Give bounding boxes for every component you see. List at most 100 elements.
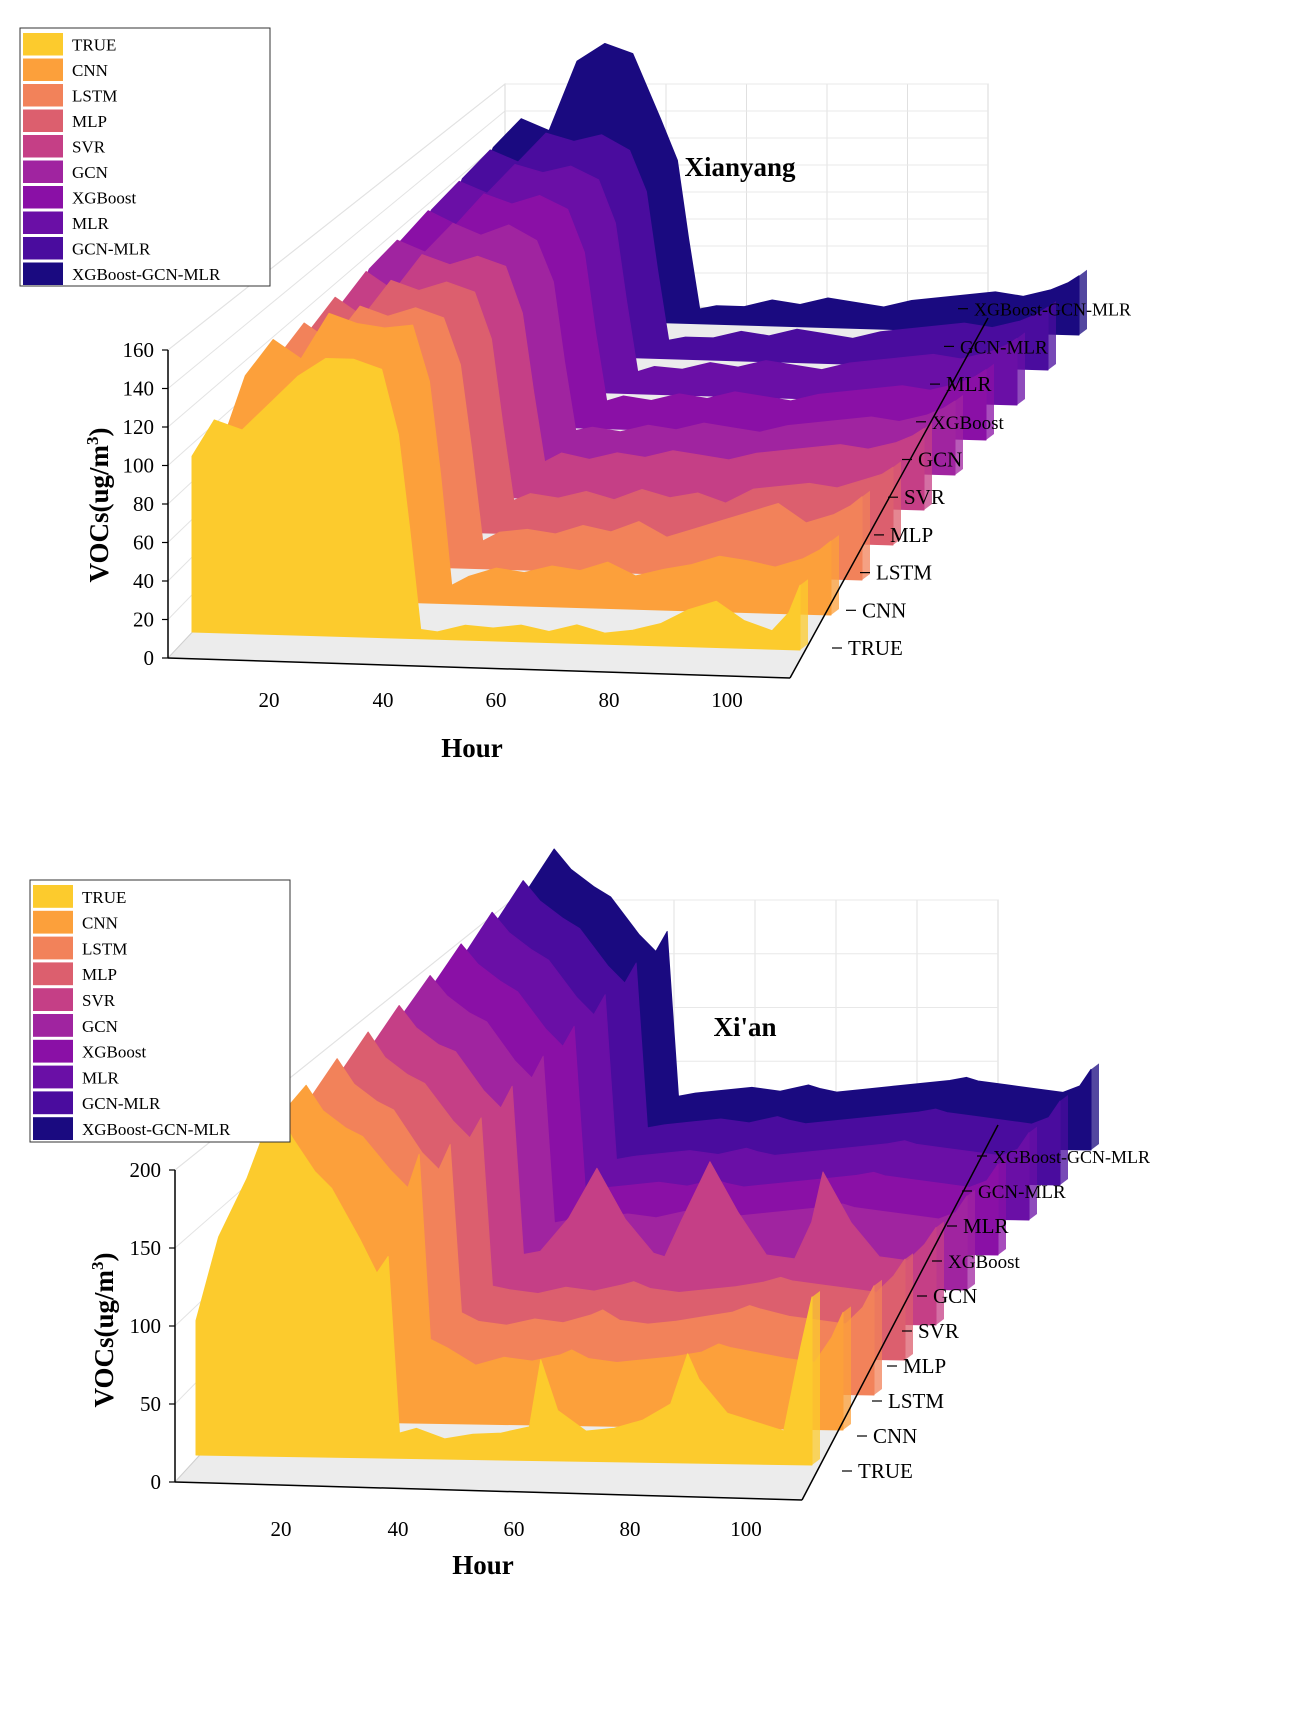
legend-swatch: [23, 262, 63, 285]
x-tick-label: 100: [730, 1517, 762, 1541]
x-tick-label: 80: [599, 688, 620, 712]
legend-swatch: [33, 1117, 73, 1140]
ribbon-side-svr: [936, 1221, 944, 1325]
y-tick-label: 60: [133, 531, 154, 555]
legend-label: LSTM: [82, 939, 127, 958]
legend-swatch: [33, 1091, 73, 1115]
legend-label: TRUE: [82, 888, 126, 907]
chart-xian: 0 50 100 150 200 20 40 60 80 100 TRUE CNN LSTM MLP SVR…: [29, 848, 1150, 1580]
y-tick-label: 0: [151, 1470, 162, 1494]
legend-swatch: [23, 186, 63, 209]
y-axis-label: VOCs(ug/m3): [88, 1253, 119, 1408]
ribbon-side-true: [812, 1291, 820, 1465]
y-axis-label: VOCs(ug/m3): [83, 428, 114, 583]
depth-tick-label: CNN: [862, 598, 906, 622]
depth-tick-label: MLR: [963, 1214, 1009, 1238]
legend-label: TRUE: [72, 36, 116, 55]
y-axis-label-close: ): [89, 1253, 119, 1262]
depth-tick-label: XGBoost-GCN-MLR: [993, 1147, 1150, 1167]
ribbon-side-mlp: [905, 1253, 913, 1360]
depth-axis-line: [801, 1124, 999, 1501]
depth-tick-label: XGBoost-GCN-MLR: [974, 300, 1131, 320]
x-tick-label: 100: [711, 688, 743, 712]
y-tick-label: 120: [123, 415, 155, 439]
legend-label: SVR: [82, 991, 116, 1010]
y-tick-label: 140: [123, 377, 155, 401]
y-tick-label: 100: [123, 454, 155, 478]
legend-label: CNN: [72, 61, 108, 80]
x-axis-line: [174, 1481, 803, 1501]
y-tick-label: 80: [133, 492, 154, 516]
depth-tick-label: GCN-MLR: [978, 1182, 1066, 1203]
depth-tick-label: XGBoost: [932, 413, 1005, 434]
gridline: [167, 110, 506, 389]
legend-label: GCN-MLR: [72, 240, 151, 259]
chart-title: Xianyang: [684, 152, 796, 182]
chart-xianyang: 0 20 40 60 80 100 120 140 160 20 40 60 80 100 TRUE CNN L…: [19, 27, 1131, 763]
ribbon-side-lstm: [862, 490, 870, 580]
y-axis-label-sup: 3: [88, 1262, 107, 1271]
x-axis-line: [167, 657, 791, 679]
legend-swatch: [23, 33, 63, 56]
legend-box: [29, 879, 291, 1143]
depth-tick-label: SVR: [918, 1319, 959, 1343]
depth-tick-label: CNN: [873, 1424, 917, 1448]
chart-title: Xi'an: [713, 1012, 776, 1042]
legend-swatch: [33, 910, 73, 934]
legend-label: GCN-MLR: [82, 1094, 161, 1113]
legend-swatch: [23, 237, 63, 260]
legend: TRUE CNN LSTM MLP SVR GCN XGBoost MLR GCN-MLR XGB…: [29, 879, 291, 1143]
legend-label: XGBoost-GCN-MLR: [82, 1120, 231, 1139]
legend-label: XGBoost: [82, 1043, 147, 1062]
ribbon-side-svr: [924, 422, 932, 510]
legend-swatch: [33, 936, 73, 960]
series-area-true: [191, 357, 801, 651]
y-tick-label: 150: [130, 1236, 162, 1260]
depth-tick-label: TRUE: [848, 636, 903, 660]
legend-label: MLP: [82, 965, 117, 984]
y-tick-label: 0: [144, 646, 155, 670]
x-tick-label: 40: [388, 1517, 409, 1541]
depth-tick-label: GCN-MLR: [960, 337, 1048, 358]
x-tick-label: 60: [486, 688, 507, 712]
legend-label: MLR: [72, 214, 110, 233]
ribbon-side-gcn: [955, 395, 963, 475]
y-tick-label: 100: [130, 1314, 162, 1338]
ribbon-side-cnn: [843, 1306, 851, 1430]
y-tick-label: 40: [133, 569, 154, 593]
legend-swatch: [23, 58, 63, 81]
legend-swatch: [23, 84, 63, 107]
legend-label: XGBoost: [72, 189, 137, 208]
depth-tick-label: LSTM: [876, 561, 932, 585]
legend-label: CNN: [82, 914, 118, 933]
legend-swatch: [23, 135, 63, 158]
depth-tick-label: TRUE: [858, 1459, 913, 1483]
legend-swatch: [23, 211, 63, 234]
x-tick-label: 40: [373, 688, 394, 712]
depth-tick-label: XGBoost: [948, 1252, 1021, 1273]
ribbon-side-gcn-mlr: [1048, 301, 1056, 370]
ribbon-side-true: [800, 579, 808, 650]
x-axis-label: Hour: [452, 1550, 514, 1580]
depth-axis-line: [789, 317, 989, 679]
y-axis-label-sup: 3: [83, 437, 102, 446]
ribbon-side-lstm: [874, 1279, 882, 1395]
x-tick-label: 80: [620, 1517, 641, 1541]
legend-swatch: [33, 1039, 73, 1063]
legend-swatch: [33, 962, 73, 986]
y-tick-label: 160: [123, 338, 155, 362]
ribbon-side-xgboost-gcn-mlr: [1079, 269, 1087, 335]
legend-swatch: [23, 109, 63, 132]
x-axis-label: Hour: [441, 733, 503, 763]
legend: TRUE CNN LSTM MLP SVR GCN XGBoost MLR GCN-MLR XGB…: [19, 27, 271, 287]
ribbon-side-xgboost: [986, 363, 994, 440]
series-area-true: [195, 1102, 813, 1466]
ribbon-side-gcn: [967, 1189, 975, 1290]
gridline: [167, 137, 506, 428]
legend-label: GCN: [72, 163, 108, 182]
y-tick-label: 20: [133, 608, 154, 632]
depth-tick-label: MLP: [890, 523, 933, 547]
ribbon-side-xgboost: [998, 1158, 1006, 1255]
ribbon-side-xgboost-gcn-mlr: [1091, 1063, 1099, 1150]
